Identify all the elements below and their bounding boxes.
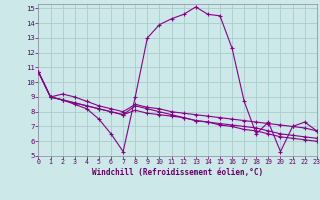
X-axis label: Windchill (Refroidissement éolien,°C): Windchill (Refroidissement éolien,°C)	[92, 168, 263, 177]
